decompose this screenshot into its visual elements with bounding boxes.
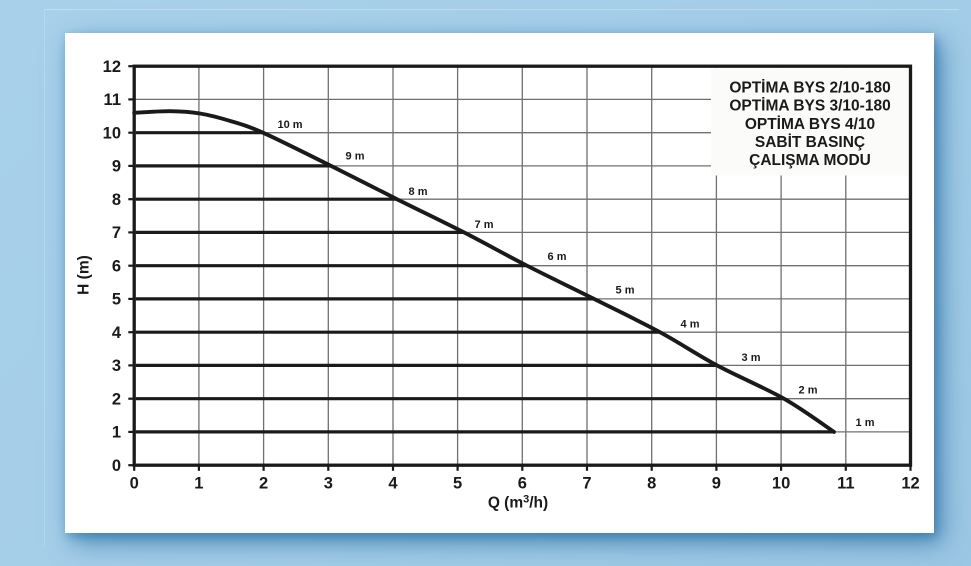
svg-text:OPTİMA BYS 3/10-180: OPTİMA BYS 3/10-180: [729, 98, 890, 115]
svg-text:6: 6: [518, 475, 527, 493]
svg-text:7: 7: [112, 224, 121, 242]
svg-text:8: 8: [112, 191, 121, 209]
svg-text:7: 7: [582, 475, 591, 493]
svg-text:10: 10: [772, 475, 790, 493]
svg-text:Q (m3/h): Q (m3/h): [488, 494, 548, 512]
svg-text:9: 9: [712, 475, 721, 493]
svg-text:2 m: 2 m: [799, 384, 818, 396]
svg-text:3: 3: [112, 357, 121, 375]
svg-text:SABİT BASINÇ: SABİT BASINÇ: [755, 134, 865, 151]
svg-text:6 m: 6 m: [548, 251, 567, 263]
svg-text:9 m: 9 m: [346, 150, 365, 162]
svg-text:OPTİMA BYS 4/10: OPTİMA BYS 4/10: [745, 116, 875, 133]
svg-text:0: 0: [112, 457, 121, 475]
svg-text:4: 4: [112, 324, 122, 342]
svg-text:12: 12: [901, 475, 919, 493]
svg-text:8 m: 8 m: [409, 186, 428, 198]
svg-text:5: 5: [453, 475, 462, 493]
svg-text:5 m: 5 m: [616, 284, 635, 296]
svg-text:0: 0: [130, 475, 139, 493]
svg-text:H (m): H (m): [76, 255, 93, 295]
svg-text:7 m: 7 m: [475, 219, 494, 231]
svg-text:8: 8: [647, 475, 656, 493]
svg-text:12: 12: [103, 58, 121, 76]
svg-text:OPTİMA BYS 2/10-180: OPTİMA BYS 2/10-180: [729, 80, 890, 97]
svg-text:4 m: 4 m: [681, 318, 700, 330]
svg-text:3 m: 3 m: [742, 352, 761, 364]
svg-text:ÇALIŞMA MODU: ÇALIŞMA MODU: [749, 152, 871, 169]
svg-text:10 m: 10 m: [277, 119, 302, 131]
svg-text:3: 3: [324, 475, 333, 493]
svg-text:1: 1: [112, 424, 121, 442]
svg-text:11: 11: [104, 91, 121, 109]
svg-text:11: 11: [837, 475, 854, 493]
svg-text:4: 4: [388, 475, 398, 493]
svg-text:5: 5: [112, 291, 121, 309]
svg-text:1: 1: [194, 475, 203, 493]
svg-text:2: 2: [112, 390, 121, 408]
svg-text:10: 10: [103, 124, 121, 142]
svg-text:2: 2: [259, 475, 268, 493]
svg-text:1 m: 1 m: [856, 417, 875, 429]
svg-text:6: 6: [112, 257, 121, 275]
svg-text:9: 9: [112, 158, 121, 176]
